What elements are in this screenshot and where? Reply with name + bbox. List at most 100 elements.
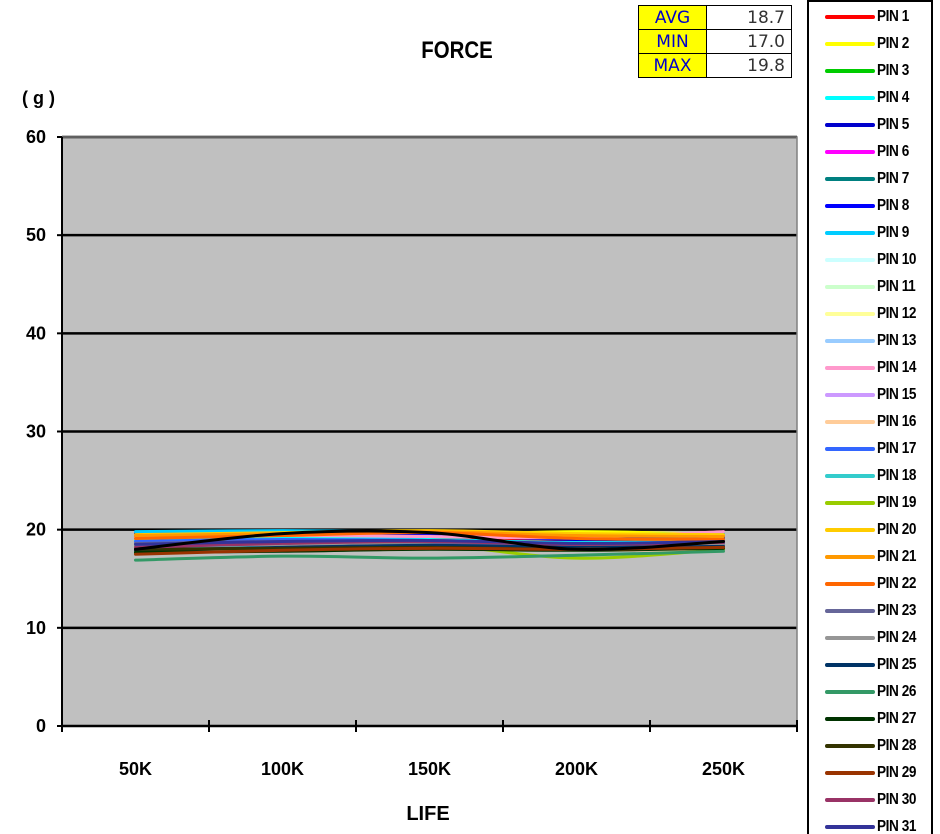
legend-label: PIN 25 — [877, 656, 917, 673]
stats-row-max: MAX 19.8 — [638, 53, 792, 78]
legend-swatch — [825, 366, 875, 370]
legend-item: PIN 13 — [825, 328, 923, 354]
legend-swatch — [825, 231, 875, 235]
legend-label: PIN 14 — [877, 359, 917, 376]
x-axis-label: LIFE — [406, 803, 449, 825]
legend-swatch — [825, 177, 875, 181]
legend-swatch — [825, 825, 875, 829]
legend-item: PIN 14 — [825, 355, 923, 381]
y-tick-label: 60 — [26, 127, 46, 147]
legend-label: PIN 30 — [877, 791, 917, 808]
legend-swatch — [825, 609, 875, 613]
legend-swatch — [825, 312, 875, 316]
stats-label: MIN — [638, 29, 707, 54]
legend-item: PIN 8 — [825, 193, 915, 219]
legend-swatch — [825, 15, 875, 19]
legend-item: PIN 31 — [825, 814, 923, 834]
chart-title: FORCE — [421, 36, 492, 63]
series-lines — [134, 529, 725, 562]
legend-item: PIN 2 — [825, 31, 915, 57]
legend-swatch — [825, 150, 875, 154]
legend-label: PIN 12 — [877, 305, 917, 322]
legend-label: PIN 8 — [877, 197, 909, 214]
legend-swatch — [825, 582, 875, 586]
x-tick-label: 50K — [119, 759, 152, 779]
legend-label: PIN 4 — [877, 89, 909, 106]
stats-value: 17.0 — [706, 29, 792, 54]
legend-swatch — [825, 258, 875, 262]
legend-item: PIN 9 — [825, 220, 915, 246]
legend-swatch — [825, 204, 875, 208]
legend-swatch — [825, 285, 875, 289]
legend-swatch — [825, 555, 875, 559]
legend-label: PIN 22 — [877, 575, 917, 592]
legend-item: PIN 17 — [825, 436, 923, 462]
series-line-pin-32 — [134, 529, 725, 551]
legend-label: PIN 5 — [877, 116, 909, 133]
legend-swatch — [825, 393, 875, 397]
legend-item: PIN 1 — [825, 4, 915, 30]
legend-label: PIN 10 — [877, 251, 917, 268]
legend-item: PIN 29 — [825, 760, 923, 786]
x-tick-label: 200K — [555, 759, 598, 779]
y-tick-label: 40 — [26, 323, 46, 343]
x-tick-label: 100K — [261, 759, 304, 779]
y-tick-label: 20 — [26, 520, 46, 540]
legend-item: PIN 23 — [825, 598, 923, 624]
legend-swatch — [825, 663, 875, 667]
legend-item: PIN 11 — [825, 274, 922, 300]
legend-item: PIN 7 — [825, 166, 915, 192]
stats-value: 18.7 — [706, 5, 792, 30]
legend-label: PIN 29 — [877, 764, 917, 781]
legend-swatch — [825, 69, 875, 73]
legend-swatch — [825, 528, 875, 532]
legend-swatch — [825, 420, 875, 424]
legend-item: PIN 3 — [825, 58, 915, 84]
legend-item: PIN 10 — [825, 247, 923, 273]
legend-item: PIN 28 — [825, 733, 923, 759]
legend-label: PIN 18 — [877, 467, 917, 484]
legend-label: PIN 6 — [877, 143, 909, 160]
legend-swatch — [825, 123, 875, 127]
legend-label: PIN 3 — [877, 62, 909, 79]
legend-label: PIN 26 — [877, 683, 917, 700]
x-tick-label: 150K — [408, 759, 451, 779]
legend-label: PIN 15 — [877, 386, 917, 403]
legend-item: PIN 6 — [825, 139, 915, 165]
legend-label: PIN 24 — [877, 629, 917, 646]
legend-item: PIN 24 — [825, 625, 923, 651]
legend-item: PIN 5 — [825, 112, 915, 138]
legend-swatch — [825, 744, 875, 748]
legend-swatch — [825, 42, 875, 46]
legend-item: PIN 21 — [825, 544, 923, 570]
stats-value: 19.8 — [706, 53, 792, 78]
legend-swatch — [825, 798, 875, 802]
legend-item: PIN 30 — [825, 787, 923, 813]
legend-swatch — [825, 501, 875, 505]
legend-swatch — [825, 447, 875, 451]
y-tick-label: 50 — [26, 225, 46, 245]
legend-swatch — [825, 771, 875, 775]
stats-label: AVG — [638, 5, 707, 30]
legend-item: PIN 19 — [825, 490, 923, 516]
legend-swatch — [825, 717, 875, 721]
legend-label: PIN 2 — [877, 35, 909, 52]
legend-label: PIN 1 — [877, 8, 909, 25]
legend: PIN 1 PIN 2 PIN 3 PIN 4 PIN 5 PIN 6 PIN 7 PIN 8… — [807, 0, 933, 834]
legend-label: PIN 7 — [877, 170, 909, 187]
legend-item: PIN 26 — [825, 679, 923, 705]
legend-item: PIN 16 — [825, 409, 923, 435]
x-tick-label: 250K — [702, 759, 745, 779]
series-line-pin-26 — [134, 549, 725, 562]
legend-item: PIN 18 — [825, 463, 923, 489]
legend-label: PIN 28 — [877, 737, 917, 754]
legend-label: PIN 16 — [877, 413, 917, 430]
legend-label: PIN 13 — [877, 332, 917, 349]
legend-label: PIN 31 — [877, 818, 917, 834]
legend-swatch — [825, 690, 875, 694]
legend-label: PIN 23 — [877, 602, 917, 619]
legend-item: PIN 12 — [825, 301, 923, 327]
legend-label: PIN 17 — [877, 440, 917, 457]
legend-swatch — [825, 96, 875, 100]
legend-item: PIN 27 — [825, 706, 923, 732]
